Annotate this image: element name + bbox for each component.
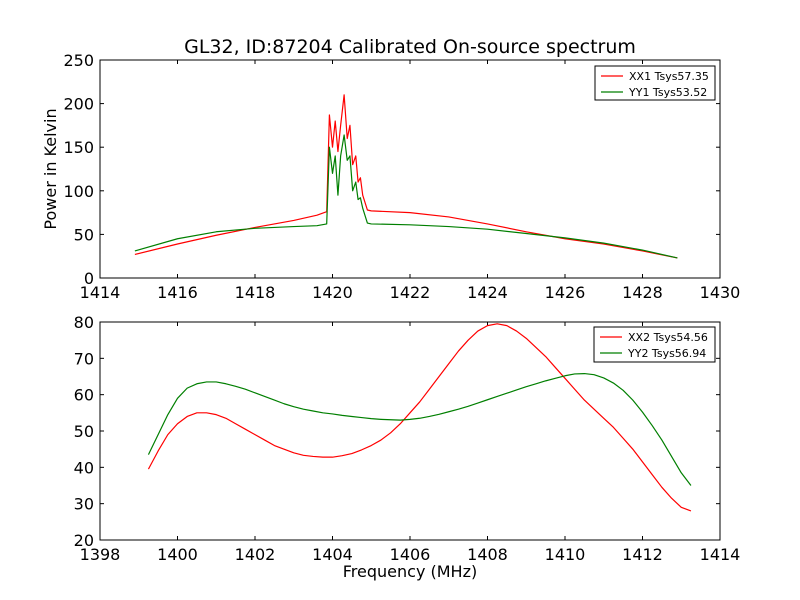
y-axis-label: Power in Kelvin: [41, 108, 60, 229]
y-tick-label: 20: [74, 531, 94, 550]
x-tick-label: 1414: [700, 545, 741, 564]
y-tick-label: 100: [63, 182, 94, 201]
series-line-xx: [147, 323, 692, 512]
y-tick-label: 50: [74, 422, 94, 441]
x-tick-label: 1402: [235, 545, 276, 564]
x-tick-label: 1398: [80, 545, 121, 564]
y-tick-label: 30: [74, 495, 94, 514]
y-tick-label: 200: [63, 95, 94, 114]
axes-frame: [99, 59, 721, 279]
axes-frame: [99, 321, 721, 541]
series-line-yy: [147, 372, 692, 486]
legend-entry: YY2 Tsys56.94: [627, 347, 706, 360]
legend-entry: XX2 Tsys54.56: [628, 331, 708, 344]
x-tick-label: 1400: [157, 545, 198, 564]
legend-entry: YY1 Tsys53.52: [628, 86, 707, 99]
y-tick-label: 50: [74, 225, 94, 244]
x-tick-label: 1430: [700, 283, 741, 302]
series-line-xx: [134, 94, 678, 259]
bottom-panel: 1398 1400 1402 1404 1406 1408 1410 1412 1414 20 30…: [74, 313, 741, 581]
top-panel: 1414 1416 1418 1420 1422 1424 1426 1428 1430 0 50 1…: [41, 51, 740, 302]
legend-box: [593, 326, 716, 363]
y-tick-label: 80: [74, 313, 94, 332]
x-tick-label: 1418: [235, 283, 276, 302]
x-tick-label: 1406: [390, 545, 431, 564]
x-tick-label: 1410: [545, 545, 586, 564]
x-tick-label: 1414: [80, 283, 121, 302]
x-tick-label: 1420: [312, 283, 353, 302]
y-tick-label: 250: [63, 51, 94, 70]
x-tick-label: 1416: [157, 283, 198, 302]
y-tick-label: 60: [74, 386, 94, 405]
y-tick-label: 70: [74, 349, 94, 368]
legend: XX2 Tsys54.56 YY2 Tsys56.94: [593, 326, 716, 363]
legend-box: [594, 65, 716, 101]
x-tick-label: 1424: [467, 283, 508, 302]
y-tick-label: 150: [63, 138, 94, 157]
x-tick-label: 1428: [622, 283, 663, 302]
x-tick-label: 1412: [622, 545, 663, 564]
chart-title: GL32, ID:87204 Calibrated On-source spec…: [184, 36, 636, 58]
x-tick-label: 1408: [467, 545, 508, 564]
x-tick-label: 1404: [312, 545, 353, 564]
x-tick-label: 1426: [545, 283, 586, 302]
legend: XX1 Tsys57.35 YY1 Tsys53.52: [594, 65, 716, 101]
x-axis-label: Frequency (MHz): [343, 562, 477, 581]
y-tick-label: 40: [74, 458, 94, 477]
series-line-yy: [134, 134, 678, 259]
x-tick-label: 1422: [390, 283, 431, 302]
y-tick-label: 0: [84, 269, 94, 288]
legend-entry: XX1 Tsys57.35: [629, 70, 709, 83]
